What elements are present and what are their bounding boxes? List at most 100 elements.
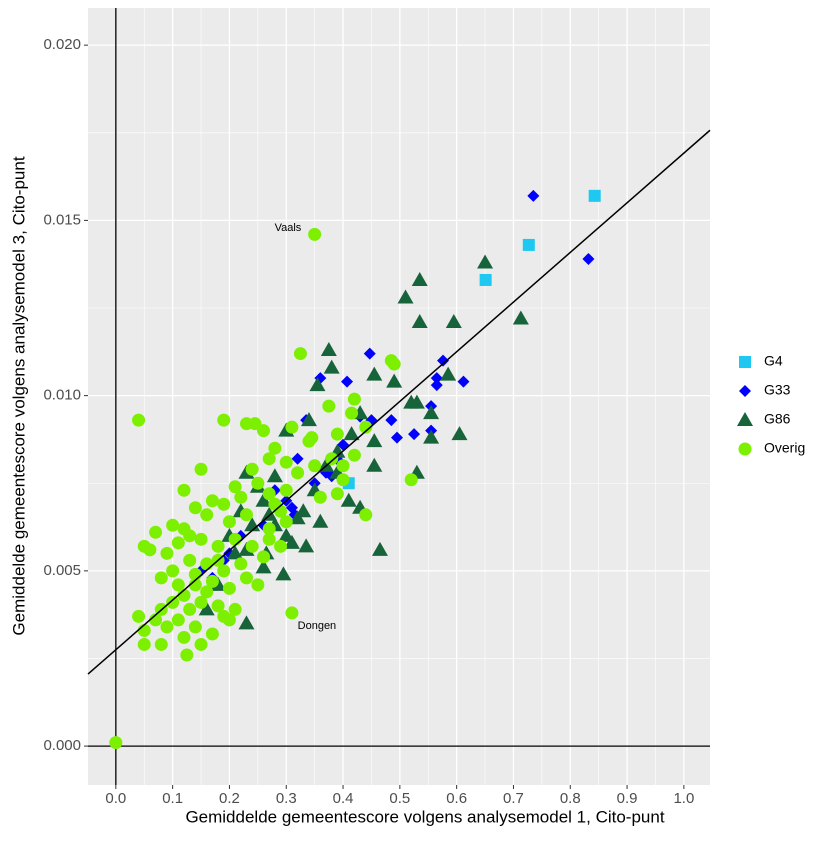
point — [274, 539, 288, 553]
point — [440, 366, 457, 381]
point — [177, 483, 191, 497]
x-tick-label: 0.9 — [617, 790, 638, 807]
point — [200, 557, 214, 571]
point — [279, 455, 293, 469]
point — [386, 373, 403, 388]
x-tick-label: 0.3 — [276, 790, 297, 807]
x-axis-title: Gemiddelde gemeentescore volgens analyse… — [185, 807, 664, 826]
point — [411, 271, 428, 286]
point — [285, 606, 299, 620]
point — [298, 538, 315, 553]
annotation: Dongen — [298, 620, 337, 632]
point — [200, 585, 214, 599]
point — [137, 637, 151, 651]
point — [588, 189, 601, 202]
point — [423, 405, 440, 420]
point — [257, 550, 271, 564]
point — [217, 564, 231, 578]
point — [437, 354, 450, 367]
point — [343, 426, 360, 441]
x-tick-label: 0.4 — [333, 790, 354, 807]
point — [385, 414, 398, 427]
point — [325, 452, 339, 466]
point — [359, 508, 373, 522]
point — [275, 566, 292, 581]
x-tick-label: 0.6 — [446, 790, 467, 807]
point — [222, 515, 236, 529]
point — [318, 457, 335, 472]
point — [359, 420, 373, 434]
legend-label: G86 — [764, 411, 791, 427]
point — [308, 459, 322, 473]
point — [149, 525, 163, 539]
point — [154, 571, 168, 585]
point — [177, 630, 191, 644]
point — [279, 483, 293, 497]
point — [166, 564, 180, 578]
point — [268, 441, 282, 455]
point — [205, 627, 219, 641]
point — [391, 431, 404, 444]
point — [234, 490, 248, 504]
point — [171, 536, 185, 550]
point — [255, 492, 272, 507]
point — [222, 581, 236, 595]
point — [188, 567, 202, 581]
point — [245, 539, 259, 553]
legend-swatch — [737, 412, 753, 426]
point — [183, 553, 197, 567]
point — [371, 541, 388, 556]
point — [188, 578, 202, 592]
y-tick-label: 0.005 — [43, 562, 81, 579]
legend-label: G33 — [764, 382, 791, 398]
x-tick-label: 0.2 — [219, 790, 240, 807]
point — [194, 595, 208, 609]
point — [234, 557, 248, 571]
point — [180, 648, 194, 662]
point — [200, 508, 214, 522]
x-tick-label: 0.8 — [560, 790, 581, 807]
x-tick-label: 0.0 — [105, 790, 126, 807]
point — [582, 252, 595, 265]
point — [188, 501, 202, 515]
point — [411, 314, 428, 329]
legend-item: G33 — [739, 382, 791, 398]
point — [366, 433, 383, 448]
point — [227, 545, 244, 560]
y-axis-title: Gemiddelde gemeentescore volgens analyse… — [9, 156, 28, 635]
point — [166, 595, 180, 609]
point — [363, 347, 376, 360]
point — [166, 518, 180, 532]
y-tick-label: 0.015 — [43, 211, 81, 228]
point — [347, 448, 361, 462]
point — [183, 529, 197, 543]
legend-swatch — [739, 356, 751, 368]
point — [451, 426, 468, 441]
point — [309, 377, 326, 392]
point — [320, 342, 337, 357]
point — [262, 487, 276, 501]
point — [205, 494, 219, 508]
point — [154, 637, 168, 651]
point — [330, 427, 344, 441]
point — [205, 574, 219, 588]
point — [366, 366, 383, 381]
point — [430, 379, 443, 392]
point — [341, 375, 354, 388]
point — [160, 546, 174, 560]
x-tick-label: 0.7 — [503, 790, 524, 807]
point — [268, 497, 282, 511]
y-tick-label: 0.010 — [43, 387, 81, 404]
point — [137, 623, 151, 637]
point — [387, 357, 401, 371]
x-tick-label: 0.1 — [162, 790, 183, 807]
point — [289, 510, 306, 525]
point — [194, 637, 208, 651]
point — [323, 359, 340, 374]
point — [322, 399, 336, 413]
point — [408, 428, 421, 441]
point — [291, 452, 304, 465]
y-tick-label: 0.000 — [43, 737, 81, 754]
point — [149, 613, 163, 627]
